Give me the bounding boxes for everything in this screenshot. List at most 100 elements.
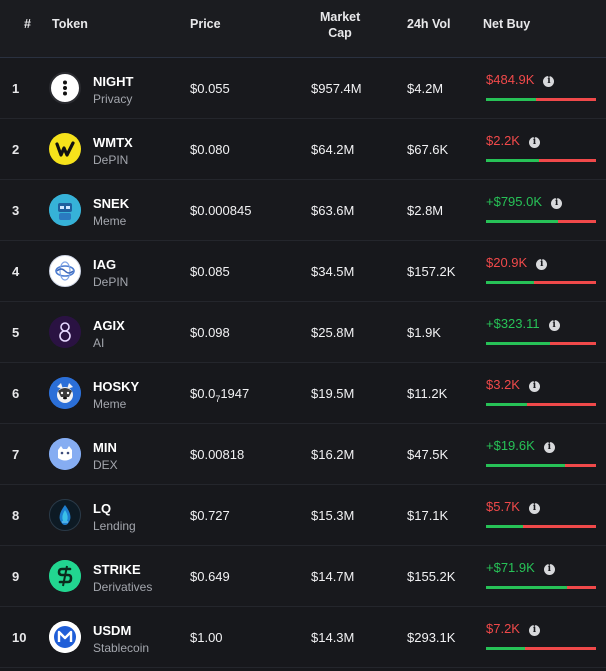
rank-cell: 1: [12, 81, 20, 96]
market-cap-header-line1: Market: [320, 10, 361, 24]
token-symbol[interactable]: WMTX: [93, 135, 133, 150]
volume-cell: $67.6K: [407, 142, 449, 157]
info-icon[interactable]: i: [543, 442, 555, 453]
buy-portion: [486, 403, 527, 406]
buy-portion: [486, 281, 535, 284]
info-icon[interactable]: i: [536, 259, 548, 270]
net-buy-value: $484.9K: [486, 72, 535, 87]
token-symbol[interactable]: MIN: [93, 440, 117, 455]
net-buy-value: +$323.11: [486, 316, 540, 331]
rank-column-header[interactable]: #: [24, 17, 31, 31]
token-category: DePIN: [93, 153, 129, 167]
token-symbol[interactable]: AGIX: [93, 318, 125, 333]
wmtx-logo-icon: [49, 133, 81, 165]
price-cell: $0.080: [190, 142, 230, 157]
rank-cell: 10: [12, 630, 27, 645]
hosky-logo-icon: [49, 377, 81, 409]
net-buy-value: $7.2K: [486, 621, 520, 636]
buy-sell-ratio-bar: [486, 98, 596, 101]
table-row[interactable]: 10 USDM Stablecoin $1.00 $14.3M $293.1K …: [0, 607, 606, 668]
token-category: Meme: [93, 397, 127, 411]
table-row[interactable]: 2 WMTX DePIN $0.080 $64.2M $67.6K $2.2K i: [0, 119, 606, 180]
table-row[interactable]: 4 IAG DePIN $0.085 $34.5M $157.2K $20.9K…: [0, 241, 606, 302]
info-icon[interactable]: i: [528, 137, 540, 148]
token-category: Lending: [93, 519, 136, 533]
token-category: AI: [93, 336, 105, 350]
market-cap-cell: $15.3M: [311, 508, 355, 523]
price-prefix: $0.0: [190, 386, 216, 401]
rank-cell: 2: [12, 142, 20, 157]
info-icon[interactable]: i: [543, 76, 555, 87]
token-category: Meme: [93, 214, 127, 228]
token-symbol[interactable]: STRIKE: [93, 562, 141, 577]
info-icon[interactable]: i: [528, 503, 540, 514]
net-buy-value: +$71.9K: [486, 560, 535, 575]
info-icon[interactable]: i: [528, 381, 540, 392]
table-row[interactable]: 5 AGIX AI $0.098 $25.8M $1.9K +$323.11 i: [0, 302, 606, 363]
price-cell: $0.071947: [190, 386, 249, 404]
volume-cell: $157.2K: [407, 264, 456, 279]
price-column-header[interactable]: Price: [190, 17, 221, 31]
price-zero-count: 7: [215, 394, 221, 404]
buy-portion: [486, 464, 566, 467]
iag-logo-icon: [49, 255, 81, 287]
table-row[interactable]: 6 HOSKY Meme $0.071947 $19.5M $11.2K $3.…: [0, 363, 606, 424]
volume-cell: $47.5K: [407, 447, 449, 462]
token-symbol[interactable]: NIGHT: [93, 74, 134, 89]
market-cap-column-header[interactable]: Market Cap: [320, 9, 360, 41]
info-icon[interactable]: i: [528, 625, 540, 636]
token-category: DePIN: [93, 275, 129, 289]
token-column-header[interactable]: Token: [52, 17, 88, 31]
price-cell: $0.098: [190, 325, 230, 340]
price-cell: $0.00818: [190, 447, 245, 462]
buy-sell-ratio-bar: [486, 342, 596, 345]
token-category: DEX: [93, 458, 118, 472]
snek-logo-icon: [49, 194, 81, 226]
net-buy-column-header[interactable]: Net Buy: [483, 17, 531, 31]
token-symbol[interactable]: SNEK: [93, 196, 130, 211]
info-icon[interactable]: i: [548, 320, 560, 331]
rank-cell: 8: [12, 508, 20, 523]
volume-cell: $293.1K: [407, 630, 456, 645]
night-logo-icon: [49, 72, 81, 104]
table-row[interactable]: 1 NIGHT Privacy $0.055 $957.4M $4.2M $48…: [0, 58, 606, 119]
rank-cell: 5: [12, 325, 20, 340]
buy-portion: [486, 525, 524, 528]
price-cell: $0.085: [190, 264, 230, 279]
token-symbol[interactable]: HOSKY: [93, 379, 140, 394]
volume-column-header[interactable]: 24h Vol: [407, 17, 451, 31]
net-buy-value: +$19.6K: [486, 438, 535, 453]
market-cap-cell: $16.2M: [311, 447, 355, 462]
table-row[interactable]: 9 STRIKE Derivatives $0.649 $14.7M $155.…: [0, 546, 606, 607]
info-icon[interactable]: i: [543, 564, 555, 575]
market-cap-cell: $14.7M: [311, 569, 355, 584]
table-row[interactable]: 8 LQ Lending $0.727 $15.3M $17.1K $5.7K i: [0, 485, 606, 546]
buy-sell-ratio-bar: [486, 220, 596, 223]
table-header: # Token Price Market Cap 24h Vol Net Buy: [0, 0, 606, 58]
rank-cell: 7: [12, 447, 20, 462]
token-symbol[interactable]: USDM: [93, 623, 132, 638]
token-symbol[interactable]: LQ: [93, 501, 112, 516]
net-buy-cell: $3.2K i: [486, 377, 540, 392]
buy-portion: [486, 159, 539, 162]
price-cell: $0.055: [190, 81, 230, 96]
rank-cell: 4: [12, 264, 20, 279]
price-cell: $1.00: [190, 630, 223, 645]
info-icon[interactable]: i: [551, 198, 563, 209]
token-symbol[interactable]: IAG: [93, 257, 117, 272]
buy-portion: [486, 220, 558, 223]
volume-cell: $2.8M: [407, 203, 444, 218]
min-logo-icon: [49, 438, 81, 470]
table-row[interactable]: 3 SNEK Meme $0.000845 $63.6M $2.8M +$795…: [0, 180, 606, 241]
rank-cell: 6: [12, 386, 20, 401]
token-category: Stablecoin: [93, 641, 150, 655]
net-buy-value: +$795.0K: [486, 194, 543, 209]
token-category: Privacy: [93, 92, 133, 106]
net-buy-cell: +$795.0K i: [486, 194, 563, 209]
market-cap-cell: $25.8M: [311, 325, 355, 340]
strike-logo-icon: [49, 560, 81, 592]
net-buy-value: $20.9K: [486, 255, 528, 270]
market-cap-cell: $64.2M: [311, 142, 355, 157]
net-buy-cell: $5.7K i: [486, 499, 540, 514]
table-row[interactable]: 7 MIN DEX $0.00818 $16.2M $47.5K +$19.6K…: [0, 424, 606, 485]
